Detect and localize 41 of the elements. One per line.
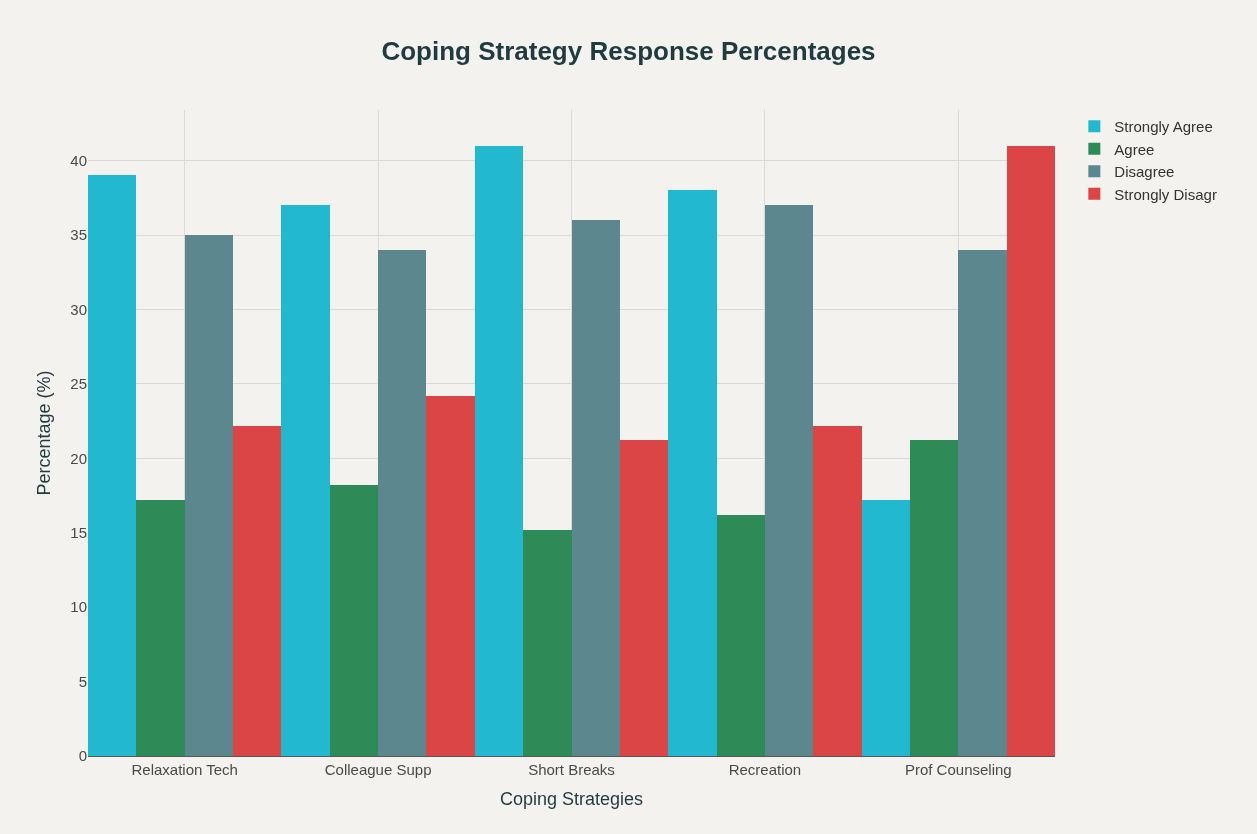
bar <box>523 530 572 756</box>
y-tick-label: 30 <box>70 300 87 318</box>
x-tick-label: Short Breaks <box>528 761 615 778</box>
y-axis-title: Percentage (%) <box>33 370 54 496</box>
legend-label: Strongly Disagr <box>1114 185 1217 203</box>
chart-title: Coping Strategy Response Percentages <box>381 35 876 66</box>
x-tick-label: Relaxation Tech <box>131 761 238 778</box>
y-tick-label: 5 <box>78 672 87 690</box>
legend-label: Strongly Agree <box>1114 118 1213 136</box>
legend-label: Disagree <box>1114 163 1175 181</box>
bar <box>668 190 717 756</box>
legend-label: Agree <box>1114 140 1155 158</box>
bar <box>572 220 620 756</box>
x-tick-label: Colleague Supp <box>324 761 432 778</box>
bar <box>475 146 523 756</box>
bar <box>910 440 958 756</box>
bar <box>330 485 378 756</box>
y-tick-label: 0 <box>78 747 87 765</box>
bar <box>185 235 233 756</box>
x-tick-label: Recreation <box>728 761 802 778</box>
y-tick-label: 10 <box>70 598 87 616</box>
y-tick-label: 25 <box>70 375 87 393</box>
bar <box>813 426 862 756</box>
y-tick-label: 15 <box>70 523 87 541</box>
bar <box>620 440 668 756</box>
bar <box>1007 146 1055 756</box>
bar <box>717 515 765 756</box>
x-axis-title: Coping Strategies <box>499 789 644 810</box>
bar <box>281 205 330 756</box>
bar <box>765 205 813 756</box>
y-tick-label: 20 <box>70 449 87 467</box>
bar <box>426 396 475 756</box>
x-tick-label: Prof Counseling <box>904 761 1012 778</box>
bar <box>233 426 281 756</box>
bar <box>136 500 185 756</box>
bar <box>862 500 910 756</box>
y-tick-label: 40 <box>70 151 87 169</box>
bar <box>958 250 1007 756</box>
y-tick-label: 35 <box>70 226 87 244</box>
bar <box>378 250 426 756</box>
bar <box>88 175 136 756</box>
